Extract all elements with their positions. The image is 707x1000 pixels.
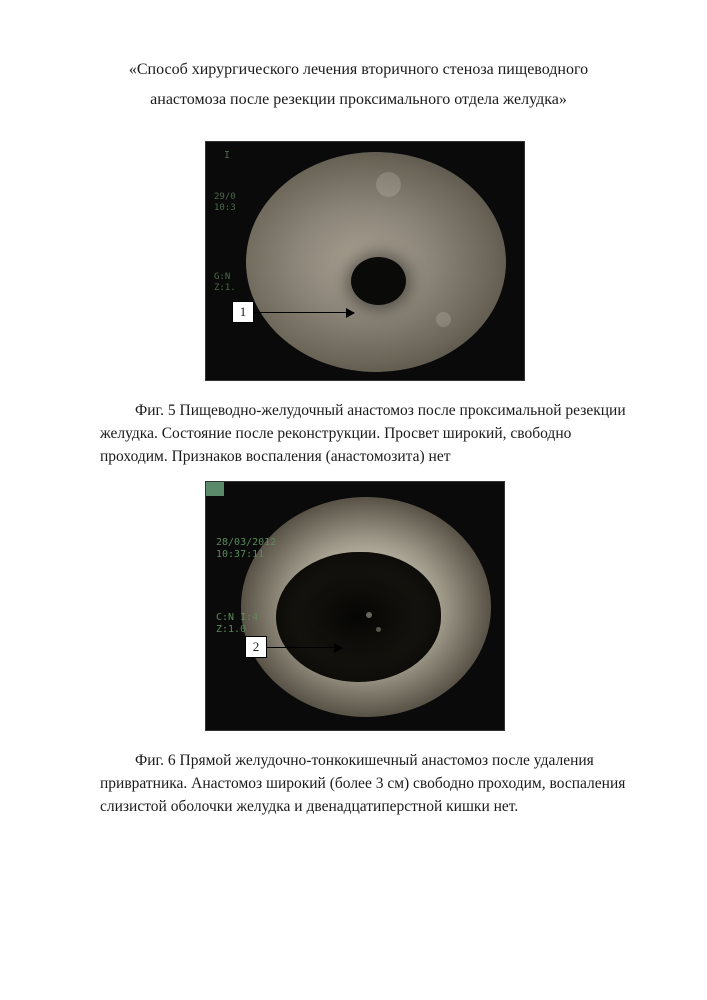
overlay-timestamp-1: 29/0 10:3 (214, 192, 236, 214)
overlay-timestamp-2: 28/03/2012 10:37:11 (216, 537, 276, 561)
tissue-highlight (376, 172, 401, 197)
endoscope-frame-2: 28/03/2012 10:37:11 C:N I:4 Z:1.0 (205, 481, 505, 731)
overlay-settings-2: C:N I:4 Z:1.0 (216, 612, 258, 636)
figure-5-caption: Фиг. 5 Пищеводно-желудочный анастомоз по… (75, 399, 642, 469)
figure-6-caption: Фиг. 6 Прямой желудочно-тонкокишечный ан… (75, 749, 642, 819)
lumen-opening-1 (351, 257, 406, 305)
overlay-settings-1: G:N Z:1. (214, 272, 236, 294)
annotation-arrow-1 (254, 312, 354, 314)
overlay-corner-indicator (206, 482, 224, 496)
annotation-label-1: 1 (232, 301, 254, 323)
figure-5-container: I 29/0 10:3 G:N Z:1. 1 (205, 141, 525, 381)
reflection-spot (366, 612, 372, 618)
figure-6-container: 28/03/2012 10:37:11 C:N I:4 Z:1.0 2 (205, 481, 505, 731)
annotation-label-2: 2 (245, 636, 267, 658)
title-line-1: «Способ хирургического лечения вторичног… (129, 61, 588, 78)
document-title: «Способ хирургического лечения вторичног… (75, 55, 642, 116)
reflection-spot (376, 627, 381, 632)
tissue-highlight (436, 312, 451, 327)
overlay-top-1: I (224, 150, 230, 162)
endoscope-frame-1: I 29/0 10:3 G:N Z:1. (205, 141, 525, 381)
lumen-opening-2 (276, 552, 441, 682)
annotation-arrow-2 (267, 647, 342, 649)
title-line-2: анастомоза после резекции проксимального… (150, 91, 567, 108)
